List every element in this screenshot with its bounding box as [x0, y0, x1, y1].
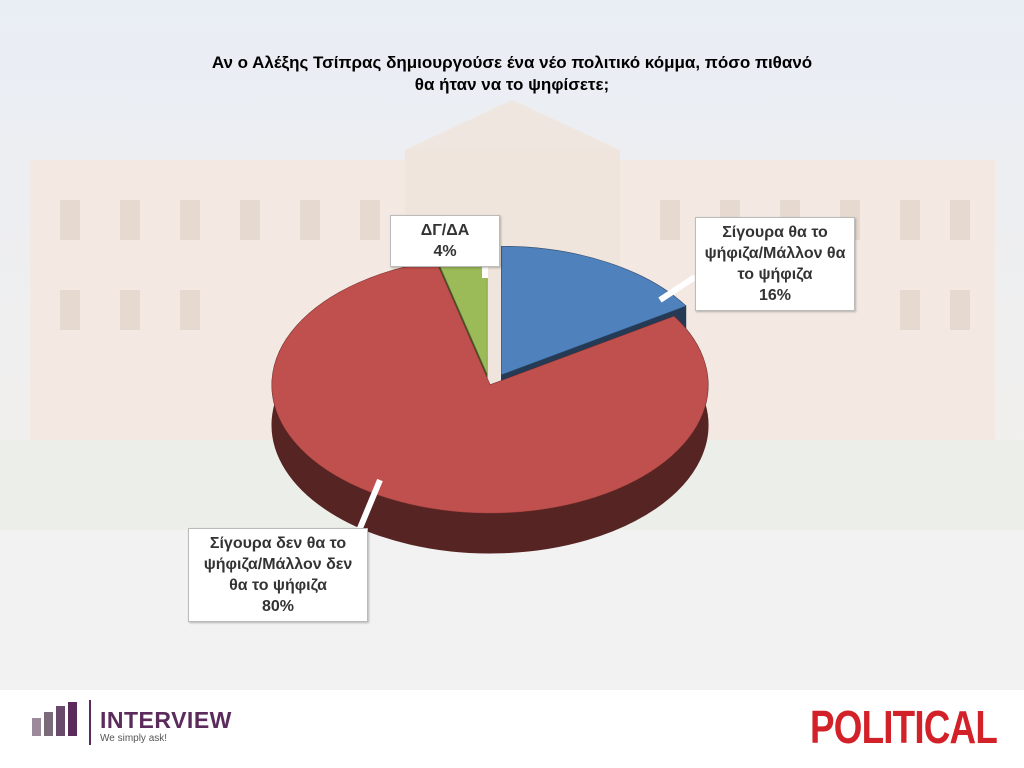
- data-label-value: 16%: [758, 287, 792, 304]
- brand-political: POLITICAL: [810, 701, 998, 753]
- data-label-box: Σίγουρα θα το ψήφιζα/Μάλλον θα το ψήφιζα…: [695, 217, 855, 311]
- logo-bars: [32, 700, 91, 745]
- data-label-box: Σίγουρα δεν θα το ψήφιζα/Μάλλον δεν θα τ…: [188, 528, 368, 622]
- data-label-name: ΔΓ/ΔΑ: [420, 222, 470, 239]
- data-label-name: Σίγουρα θα το ψήφιζα/Μάλλον θα το ψήφιζα: [704, 224, 846, 283]
- brand-tagline: We simply ask!: [100, 733, 168, 744]
- data-label-value: 4%: [433, 243, 457, 260]
- leader-line: [355, 478, 383, 535]
- chart-title: Αν ο Αλέξης Τσίπρας δημιουργούσε ένα νέο…: [211, 53, 813, 94]
- square: [0, 530, 1024, 690]
- data-label-name: Σίγουρα δεν θα το ψήφιζα/Μάλλον δεν θα τ…: [203, 535, 353, 594]
- footer: [0, 690, 1024, 768]
- slice: [501, 246, 687, 375]
- brand-logo: INTERVIEW: [100, 707, 232, 733]
- slice: [271, 260, 709, 514]
- leader-line: [658, 274, 697, 303]
- data-label-box: ΔΓ/ΔΑ 4%: [390, 215, 500, 267]
- pediment: [405, 100, 620, 150]
- data-label-value: 80%: [261, 598, 295, 615]
